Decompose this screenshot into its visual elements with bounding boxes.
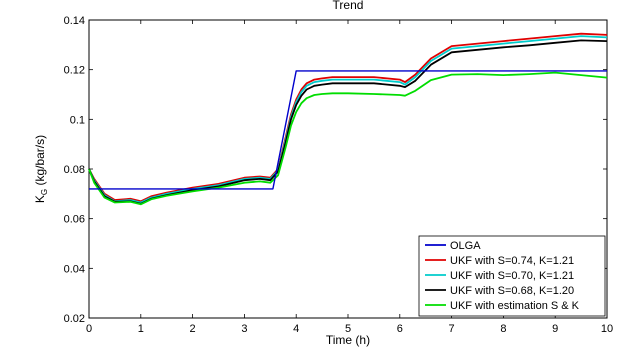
series-line-1	[88, 32, 608, 203]
x-tick-label: 2	[190, 323, 196, 335]
series-line-2	[88, 35, 608, 204]
y-tick-label: 0.02	[64, 313, 85, 325]
series-line-0	[89, 70, 607, 190]
chart-legend: OLGA UKF with S=0.74, K=1.21 UKF with S=0.…	[418, 235, 606, 317]
x-tick-label: 6	[397, 323, 403, 335]
x-tick-label: 7	[449, 323, 455, 335]
y-axis-label-rest: (kg/bar/s)	[33, 135, 47, 189]
legend-label: UKF with S=0.70, K=1.21	[450, 270, 574, 282]
legend-label: UKF with S=0.74, K=1.21	[450, 255, 574, 267]
x-tick-label: 0	[86, 323, 92, 335]
y-tick-label: 0.04	[64, 263, 85, 275]
legend-label: UKF with S=0.68, K=1.20	[450, 285, 574, 297]
x-tick-label: 10	[601, 323, 613, 335]
legend-label: OLGA	[450, 240, 481, 252]
y-tick-label: 0.06	[64, 214, 85, 226]
legend-box	[418, 235, 606, 317]
series-line-4	[88, 71, 608, 206]
x-tick-label: 3	[241, 323, 247, 335]
x-tick-label: 1	[138, 323, 144, 335]
x-tick-label: 4	[293, 323, 299, 335]
x-tick-label: 8	[500, 323, 506, 335]
tick-layer: 0 1 2 3 4 5 6 7 8 9 10 0.02 0.04 0.06 0.08 0.1 0.12 0.14	[64, 15, 614, 335]
legend-label: UKF with estimation S & K	[450, 300, 580, 312]
y-axis-label-sub: G	[40, 189, 49, 195]
y-tick-label: 0.12	[64, 65, 85, 77]
y-axis-label-main: K	[33, 195, 47, 203]
y-axis-label: KG (kg/bar/s)	[33, 135, 49, 203]
x-tick-label: 9	[552, 323, 558, 335]
series-layer	[88, 32, 608, 206]
y-tick-label: 0.1	[70, 114, 85, 126]
chart-title: Trend	[333, 0, 364, 12]
x-axis-label: Time (h)	[326, 333, 370, 347]
x-tick-label: 5	[345, 323, 351, 335]
y-tick-label: 0.08	[64, 164, 85, 176]
y-tick-label: 0.14	[64, 15, 85, 27]
